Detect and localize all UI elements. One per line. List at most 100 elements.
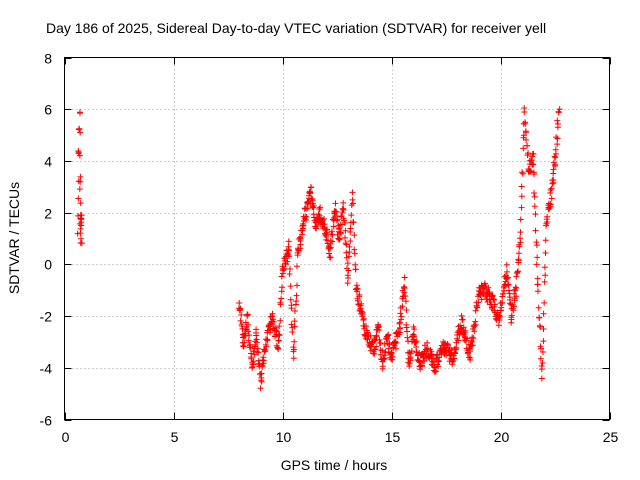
data-point (475, 299, 482, 306)
data-point (291, 308, 298, 315)
data-point (531, 189, 538, 196)
data-point (245, 328, 252, 335)
data-point (323, 229, 330, 236)
data-point (342, 240, 349, 247)
data-point (367, 347, 374, 354)
data-point (349, 200, 356, 207)
data-point (536, 314, 543, 321)
data-point (337, 229, 344, 236)
data-point (550, 177, 557, 184)
data-point (326, 245, 333, 252)
data-point (469, 338, 476, 345)
data-point (377, 351, 384, 358)
data-point (78, 216, 85, 223)
data-point (373, 332, 380, 339)
data-point (512, 287, 519, 294)
data-point (398, 313, 405, 320)
data-point (517, 216, 524, 223)
data-point (371, 337, 378, 344)
data-point (347, 238, 354, 245)
data-point (404, 334, 411, 341)
data-point (540, 325, 547, 332)
data-point (77, 200, 84, 207)
data-point (264, 337, 271, 344)
data-point (336, 235, 343, 242)
data-point (351, 250, 358, 257)
data-point (404, 328, 411, 335)
data-point (487, 298, 494, 305)
data-point (514, 269, 521, 276)
data-point (386, 341, 393, 348)
data-point (406, 360, 413, 367)
data-point (373, 343, 380, 350)
data-point (499, 300, 506, 307)
data-point (253, 339, 260, 346)
data-point (538, 375, 545, 382)
data-point (277, 301, 284, 308)
data-point (428, 348, 435, 355)
data-point (278, 295, 285, 302)
data-point (297, 235, 304, 242)
data-point (534, 275, 541, 282)
data-point (470, 335, 477, 342)
data-point (533, 242, 540, 249)
y-tick-label: -2 (40, 309, 53, 325)
data-point (293, 292, 300, 299)
data-point (76, 186, 83, 193)
data-point (542, 272, 549, 279)
data-point (531, 171, 538, 178)
data-point (543, 222, 550, 229)
data-point (348, 202, 355, 209)
data-point (430, 358, 437, 365)
data-point (510, 303, 517, 310)
data-point (269, 316, 276, 323)
data-point (512, 284, 519, 291)
data-point (321, 215, 328, 222)
data-point (286, 253, 293, 260)
data-point (424, 345, 431, 352)
data-point (467, 348, 474, 355)
data-point (75, 195, 82, 202)
data-point (450, 355, 457, 362)
data-point (326, 254, 333, 261)
data-point (241, 330, 248, 337)
data-point (555, 109, 562, 116)
data-point (519, 169, 526, 176)
x-tick-label: 25 (603, 429, 619, 445)
data-point (411, 333, 418, 340)
data-point (332, 200, 339, 207)
data-point (491, 301, 498, 308)
data-point (392, 339, 399, 346)
data-point (541, 264, 548, 271)
data-point (238, 312, 245, 319)
data-point (287, 283, 294, 290)
data-point (530, 151, 537, 158)
data-point (76, 220, 83, 227)
data-point (533, 261, 540, 268)
data-point (505, 281, 512, 288)
data-point (550, 166, 557, 173)
data-point (513, 293, 520, 300)
data-point (416, 359, 423, 366)
data-point (413, 338, 420, 345)
data-point (342, 220, 349, 227)
data-point (403, 307, 410, 314)
data-point (78, 212, 85, 219)
data-point (75, 178, 82, 185)
data-point (287, 296, 294, 303)
data-point (344, 260, 351, 267)
data-point (392, 338, 399, 345)
data-point (329, 238, 336, 245)
data-point (364, 329, 371, 336)
x-tick-label: 20 (494, 429, 510, 445)
data-point (350, 219, 357, 226)
data-point (358, 308, 365, 315)
data-point (381, 340, 388, 347)
data-point (515, 250, 522, 257)
data-point (295, 247, 302, 254)
data-point (288, 305, 295, 312)
data-point (489, 293, 496, 300)
data-point (357, 305, 364, 312)
data-point (519, 170, 526, 177)
data-point (537, 324, 544, 331)
